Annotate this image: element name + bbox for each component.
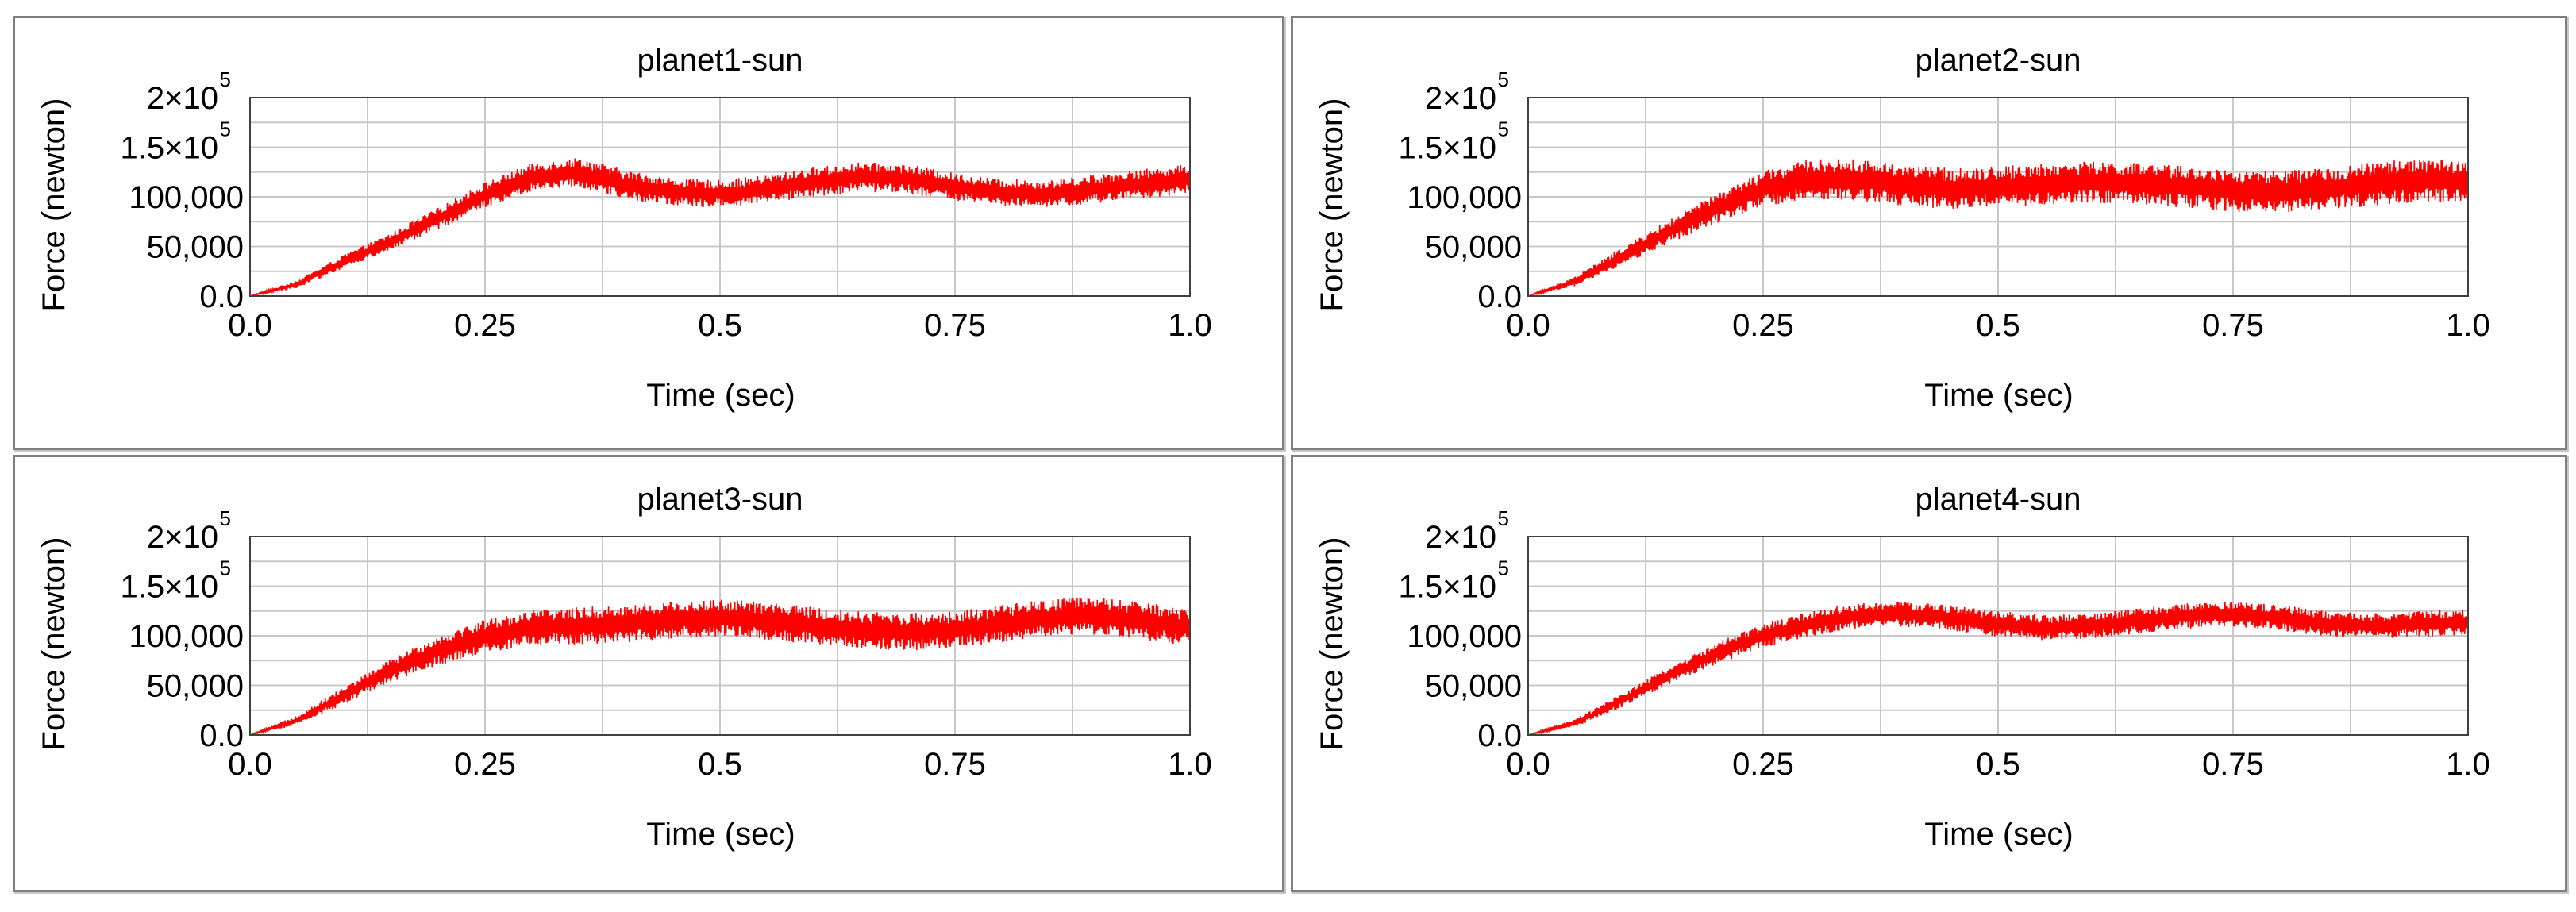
y-tick-label: 100,000 — [1407, 619, 1522, 654]
x-axis-label: Time (sec) — [1924, 378, 2073, 413]
y-tick-label: 1.5×10 — [121, 570, 218, 605]
y-tick-exponent: 5 — [1498, 556, 1509, 580]
y-tick-exponent: 5 — [220, 506, 231, 530]
x-tick-label: 0.0 — [1506, 308, 1550, 343]
y-tick-label: 100,000 — [129, 180, 244, 215]
chart-panel-planet2-sun: planet2-sun 0.0 0.25 0.5 0.75 1.0 0.0 50,000 100… — [1291, 16, 2567, 450]
x-axis-label: Time (sec) — [646, 378, 795, 413]
x-tick-label: 0.25 — [1732, 308, 1794, 343]
chart-title: planet3-sun — [637, 482, 803, 517]
grid — [250, 98, 1190, 296]
x-tick-label: 0.0 — [228, 747, 272, 782]
plot-frame — [249, 97, 1191, 297]
y-tick-label: 2×10 — [147, 81, 218, 116]
y-tick-exponent: 5 — [1498, 117, 1509, 141]
y-tick-label: 1.5×10 — [1399, 131, 1496, 166]
grid — [250, 537, 1190, 735]
y-tick-label: 1.5×10 — [1399, 570, 1496, 605]
x-tick-label: 0.25 — [454, 308, 516, 343]
y-tick-label: 2×10 — [1425, 81, 1496, 116]
x-tick-label: 0.75 — [2202, 308, 2264, 343]
plot-frame — [1527, 97, 2469, 297]
y-tick-label: 0.0 — [199, 718, 244, 753]
y-tick-label: 50,000 — [1425, 230, 1522, 265]
y-axis-label: Force (newton) — [1315, 537, 1350, 751]
x-tick-label: 0.0 — [1506, 747, 1550, 782]
y-tick-label: 0.0 — [1477, 718, 1522, 753]
y-axis-label: Force (newton) — [37, 537, 71, 751]
series-line — [1527, 159, 2469, 297]
chart-panel-planet1-sun: planet1-sun 0.0 0.25 0.5 0.75 1.0 0.0 50,000 100… — [13, 16, 1284, 450]
x-tick-label: 0.5 — [1976, 308, 2020, 343]
y-tick-label: 50,000 — [147, 230, 244, 265]
x-tick-label: 1.0 — [2446, 308, 2490, 343]
y-tick-label: 1.5×10 — [121, 131, 218, 166]
y-tick-exponent: 5 — [1498, 67, 1509, 91]
y-tick-label: 100,000 — [1407, 180, 1522, 215]
x-tick-label: 0.5 — [1976, 747, 2020, 782]
chart-title: planet1-sun — [637, 43, 803, 78]
y-tick-exponent: 5 — [1498, 506, 1509, 530]
chart-title: planet4-sun — [1915, 482, 2081, 517]
x-axis-label: Time (sec) — [646, 817, 795, 852]
chart-title: planet2-sun — [1915, 43, 2081, 78]
y-tick-label: 50,000 — [147, 669, 244, 704]
x-tick-label: 0.75 — [2202, 747, 2264, 782]
chart-panel-planet4-sun: planet4-sun 0.0 0.25 0.5 0.75 1.0 0.0 50,000 100… — [1291, 455, 2567, 892]
y-tick-label: 50,000 — [1425, 669, 1522, 704]
y-tick-label: 100,000 — [129, 619, 244, 654]
x-tick-label: 0.5 — [698, 308, 742, 343]
y-tick-label: 2×10 — [1425, 520, 1496, 555]
chart-planet2-sun: planet2-sun 0.0 0.25 0.5 0.75 1.0 0.0 50,000 100… — [1315, 43, 2490, 413]
y-tick-label: 2×10 — [147, 520, 218, 555]
plot-frame — [249, 536, 1191, 736]
x-tick-label: 1.0 — [1168, 308, 1212, 343]
y-tick-label: 0.0 — [1477, 279, 1522, 314]
chart-planet3-sun: planet3-sun 0.0 0.25 0.5 0.75 1.0 0.0 50,000 100… — [37, 482, 1212, 852]
chart-panel-planet3-sun: planet3-sun 0.0 0.25 0.5 0.75 1.0 0.0 50,000 100… — [13, 455, 1284, 892]
x-axis-label: Time (sec) — [1924, 817, 2073, 852]
x-tick-label: 0.0 — [228, 308, 272, 343]
x-tick-label: 1.0 — [1168, 747, 1212, 782]
y-tick-exponent: 5 — [220, 67, 231, 91]
x-tick-label: 0.25 — [1732, 747, 1794, 782]
series-line — [249, 598, 1191, 736]
y-axis-label: Force (newton) — [37, 98, 71, 312]
x-tick-label: 0.5 — [698, 747, 742, 782]
chart-planet1-sun: planet1-sun 0.0 0.25 0.5 0.75 1.0 0.0 50,000 100… — [37, 43, 1212, 413]
x-tick-label: 0.75 — [924, 308, 986, 343]
y-axis-label: Force (newton) — [1315, 98, 1350, 312]
series-line — [249, 158, 1191, 297]
x-tick-label: 0.25 — [454, 747, 516, 782]
y-tick-exponent: 5 — [220, 117, 231, 141]
plot-frame — [1527, 536, 2469, 736]
y-tick-label: 0.0 — [199, 279, 244, 314]
series-line — [1527, 601, 2469, 736]
y-tick-exponent: 5 — [220, 556, 231, 580]
grid — [1528, 537, 2468, 735]
x-tick-label: 0.75 — [924, 747, 986, 782]
chart-planet4-sun: planet4-sun 0.0 0.25 0.5 0.75 1.0 0.0 50,000 100… — [1315, 482, 2490, 852]
x-tick-label: 1.0 — [2446, 747, 2490, 782]
